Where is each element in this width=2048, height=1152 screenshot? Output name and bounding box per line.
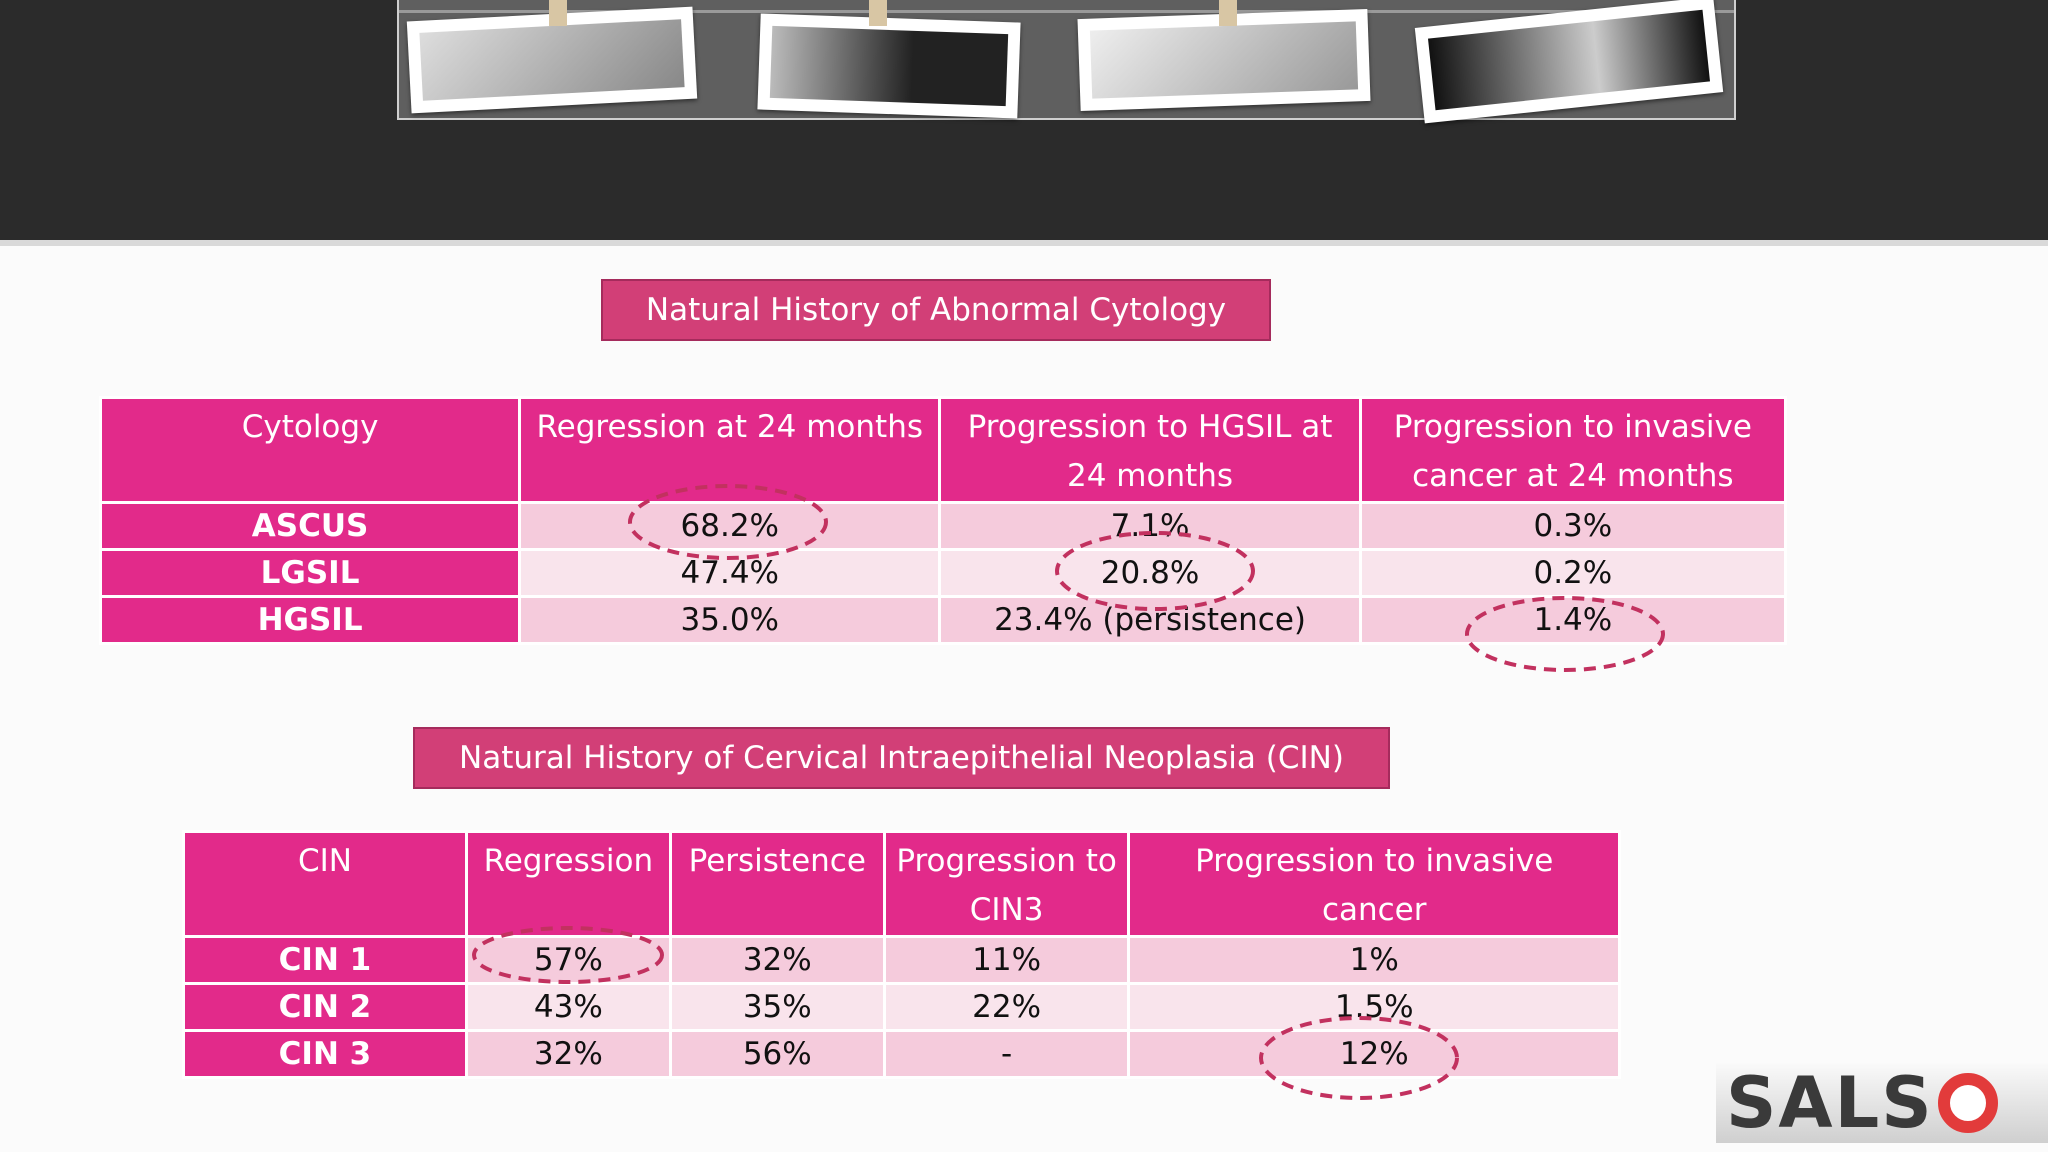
row-label-hgsil: HGSIL <box>98 595 522 645</box>
table-cell: 32% <box>668 935 886 985</box>
table-row: LGSIL 47.4% 20.8% 0.2% <box>98 548 1788 598</box>
col-header-cytology: Cytology <box>98 396 522 504</box>
lifebuoy-icon <box>1937 1073 1998 1133</box>
table-cell: 47.4% <box>518 548 942 598</box>
table-cell: 0.2% <box>1358 548 1788 598</box>
table-cell: 12% <box>1127 1029 1621 1079</box>
table-cell: 1.5% <box>1127 982 1621 1032</box>
table-header-row: CIN Regression Persistence Progression t… <box>182 830 1621 938</box>
clothespin <box>869 0 887 26</box>
table-cell: 7.1% <box>938 501 1362 551</box>
table-cell: 32% <box>464 1029 672 1079</box>
table-cell: 22% <box>882 982 1131 1032</box>
sals-logo: SALS <box>1716 1062 2048 1144</box>
row-label-ascus: ASCUS <box>98 501 522 551</box>
col-header-progression-cancer: Progression to invasive cancer <box>1127 830 1621 938</box>
col-header-progression-hgsil: Progression to HGSIL at 24 months <box>938 396 1362 504</box>
logo-text: SALS <box>1726 1062 1934 1144</box>
table-cell: 43% <box>464 982 672 1032</box>
table-cell: - <box>882 1029 1131 1079</box>
table-cell: 35% <box>668 982 886 1032</box>
cytology-title-text: Natural History of Abnormal Cytology <box>645 292 1227 328</box>
clothespin <box>1219 0 1237 26</box>
cytology-table: Cytology Regression at 24 months Progres… <box>98 396 1788 645</box>
row-label-cin1: CIN 1 <box>182 935 468 985</box>
clothesline <box>399 10 1734 13</box>
col-header-regression: Regression at 24 months <box>518 396 942 504</box>
col-header-persistence: Persistence <box>668 830 886 938</box>
photo-strip-image <box>397 0 1736 124</box>
table-cell: 57% <box>464 935 672 985</box>
cin-title: Natural History of Cervical Intraepithel… <box>413 727 1390 789</box>
row-label-cin3: CIN 3 <box>182 1029 468 1079</box>
table-cell: 56% <box>668 1029 886 1079</box>
cytology-title: Natural History of Abnormal Cytology <box>601 279 1271 341</box>
table-row: HGSIL 35.0% 23.4% (persistence) 1.4% <box>98 595 1788 645</box>
table-header-row: Cytology Regression at 24 months Progres… <box>98 396 1788 504</box>
cin-table: CIN Regression Persistence Progression t… <box>182 830 1621 1079</box>
table-cell: 20.8% <box>938 548 1362 598</box>
baby-photo-4 <box>1414 0 1724 124</box>
col-header-cin: CIN <box>182 830 468 938</box>
baby-photo-2 <box>757 13 1021 119</box>
table-row: ASCUS 68.2% 7.1% 0.3% <box>98 501 1788 551</box>
col-header-progression-cin3: Progression to CIN3 <box>882 830 1131 938</box>
banner-divider <box>0 240 2048 246</box>
table-cell: 68.2% <box>518 501 942 551</box>
table-cell: 1% <box>1127 935 1621 985</box>
cin-title-text: Natural History of Cervical Intraepithel… <box>459 740 1344 776</box>
table-row: CIN 3 32% 56% - 12% <box>182 1029 1621 1079</box>
table-cell: 0.3% <box>1358 501 1788 551</box>
clothespin <box>549 0 567 26</box>
table-cell: 1.4% <box>1358 595 1788 645</box>
table-cell: 23.4% (persistence) <box>938 595 1362 645</box>
table-cell: 35.0% <box>518 595 942 645</box>
table-row: CIN 2 43% 35% 22% 1.5% <box>182 982 1621 1032</box>
col-header-progression-cancer: Progression to invasive cancer at 24 mon… <box>1358 396 1788 504</box>
row-label-lgsil: LGSIL <box>98 548 522 598</box>
table-row: CIN 1 57% 32% 11% 1% <box>182 935 1621 985</box>
table-cell: 11% <box>882 935 1131 985</box>
col-header-regression: Regression <box>464 830 672 938</box>
row-label-cin2: CIN 2 <box>182 982 468 1032</box>
